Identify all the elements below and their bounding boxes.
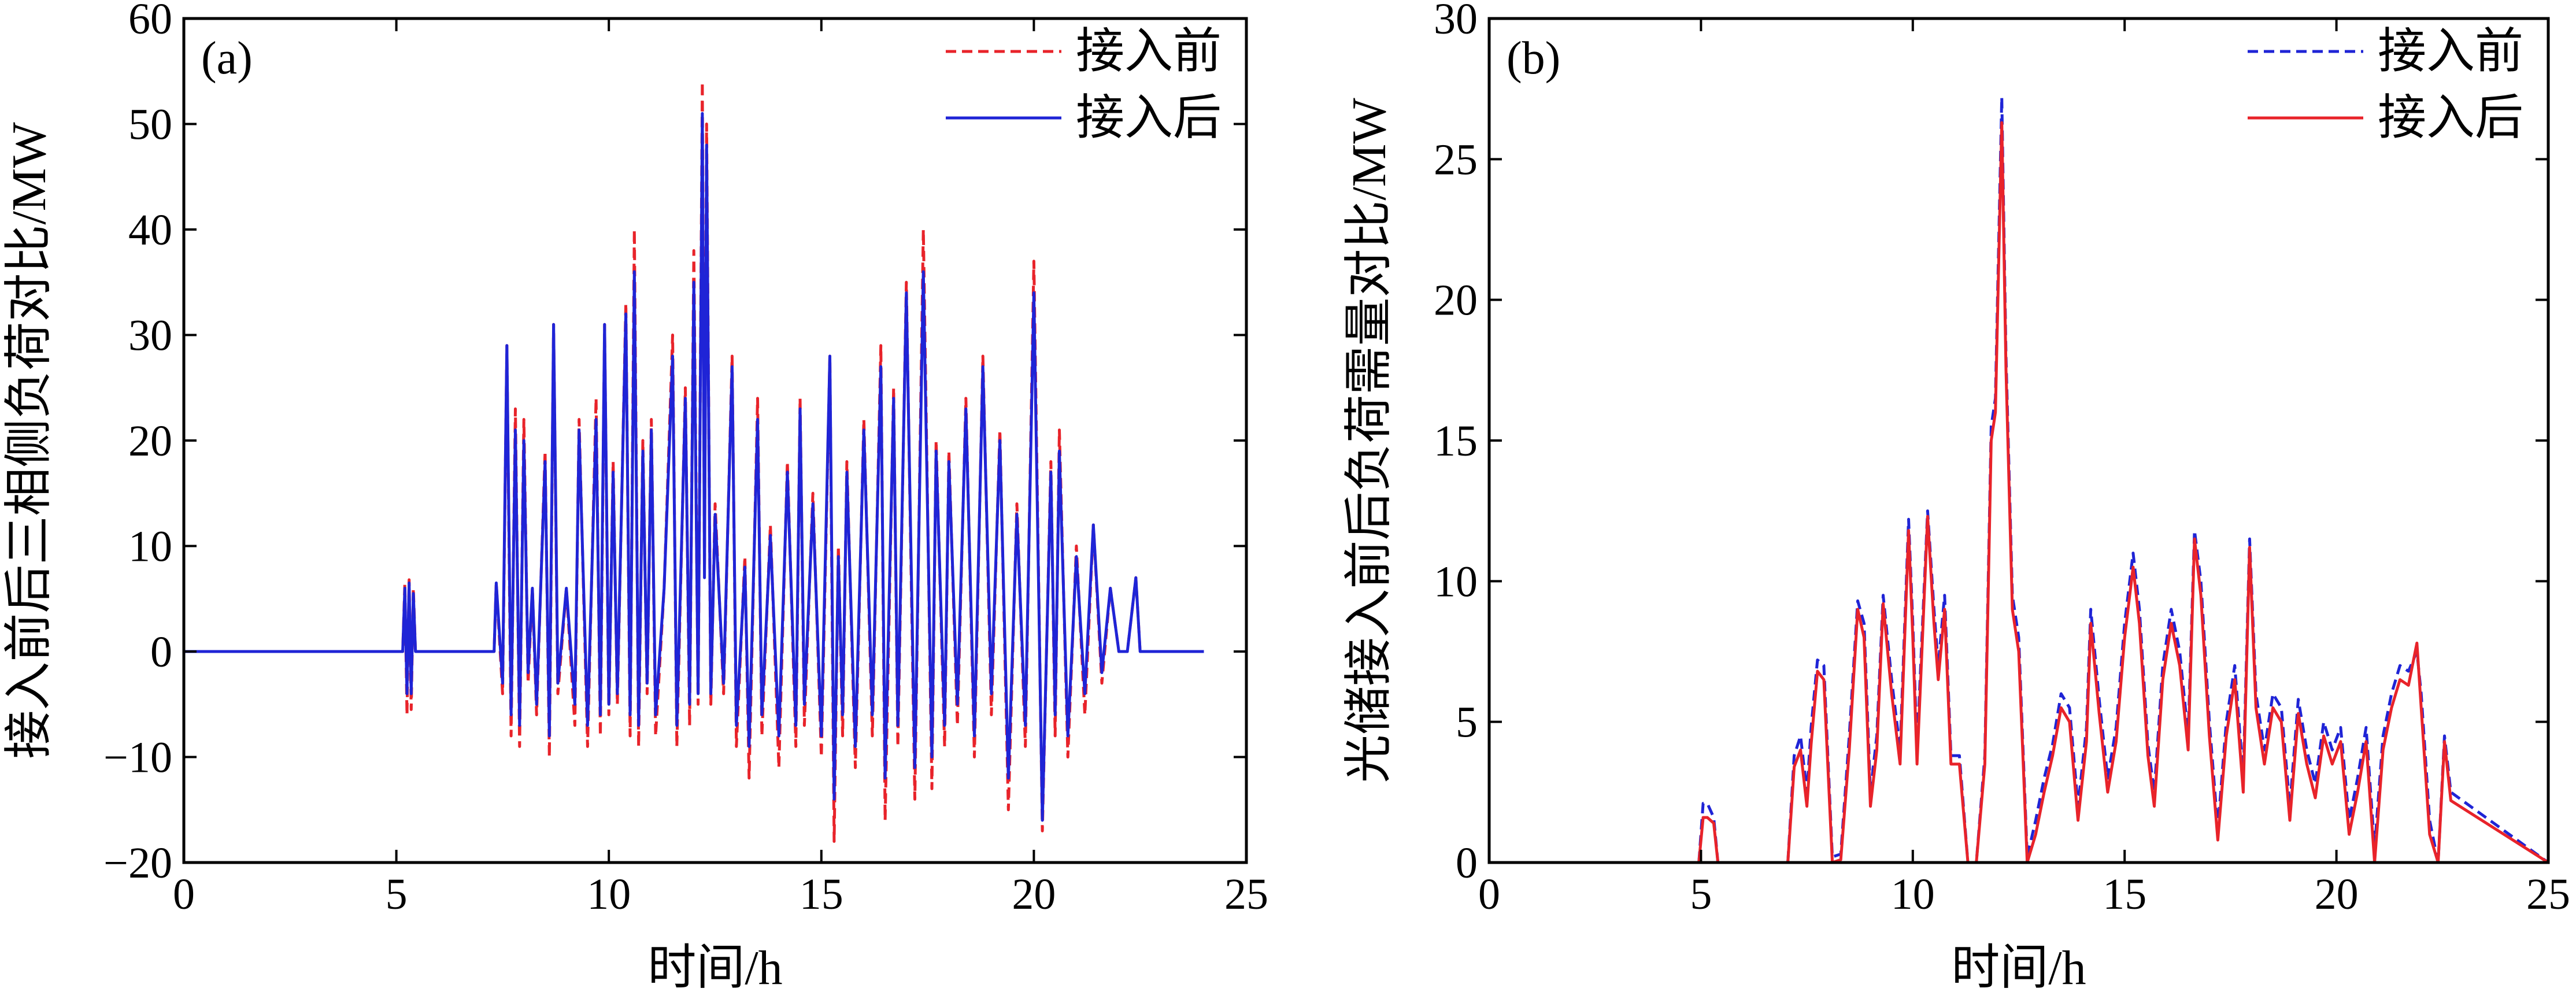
y-tick-label: 50 [128, 101, 172, 149]
panel-b: 0 5 10 15 20 25 0 5 10 15 20 25 30 时间/h 光储接入前后负荷需量对比/M… [1342, 0, 2570, 995]
y-tick-label: 10 [128, 523, 172, 571]
y-tick-label: 20 [128, 417, 172, 465]
y-tick-label: 25 [1434, 135, 1478, 184]
x-tick-label: 10 [1891, 870, 1935, 919]
y-tick-label: 15 [1434, 417, 1478, 465]
y-axis-label: 光储接入前后负荷需量对比/MW [1342, 98, 1396, 783]
axes-frame [1487, 17, 2550, 864]
y-tick-label: 40 [128, 206, 172, 254]
plot-area [1489, 95, 2548, 863]
y-tick-label: −20 [103, 839, 172, 887]
x-tick-label: 0 [173, 870, 195, 919]
series-line-after [1489, 121, 2548, 863]
x-tick-label: 5 [386, 870, 408, 919]
x-tick-label: 25 [2526, 870, 2570, 919]
legend-label: 接入后 [1076, 91, 1222, 145]
y-tick-label: 30 [1434, 0, 1478, 43]
y-tick-label: 30 [128, 312, 172, 360]
x-tick-label: 15 [2103, 870, 2146, 919]
panel-a: 0 5 10 15 20 25 −20 −10 0 10 20 30 40 50 60 时间/h 接入前后三相侧… [2, 0, 1268, 995]
legend-label: 接入后 [2378, 91, 2523, 145]
x-tick-label: 25 [1224, 870, 1268, 919]
x-tick-label: 20 [2315, 870, 2359, 919]
x-axis-label: 时间/h [1951, 941, 2086, 995]
y-tick-label: −10 [103, 734, 172, 782]
y-axis-label: 接入前后三相侧负荷对比/MW [2, 122, 56, 759]
y-tick-label: 0 [1456, 839, 1478, 887]
y-tick-label: 20 [1434, 276, 1478, 325]
x-tick-label: 5 [1690, 870, 1712, 919]
y-tick-label: 60 [128, 0, 172, 43]
y-tick-label: 0 [150, 628, 172, 676]
x-tick-label: 0 [1478, 870, 1500, 919]
series-line-before [1489, 95, 2548, 863]
panel-label: (a) [201, 33, 253, 84]
panel-label: (b) [1507, 33, 1560, 84]
series-line-after [184, 112, 1204, 822]
plot-area [184, 80, 1204, 843]
x-tick-label: 20 [1012, 870, 1056, 919]
legend-label: 接入前 [1076, 25, 1222, 79]
series-line-before [184, 80, 1204, 843]
axes-frame [182, 17, 1248, 864]
y-tick-label: 10 [1434, 557, 1478, 606]
x-tick-label: 10 [587, 870, 631, 919]
legend-label: 接入前 [2378, 25, 2523, 79]
x-tick-label: 15 [800, 870, 843, 919]
x-axis-label: 时间/h [647, 941, 782, 995]
y-tick-label: 5 [1456, 698, 1478, 747]
